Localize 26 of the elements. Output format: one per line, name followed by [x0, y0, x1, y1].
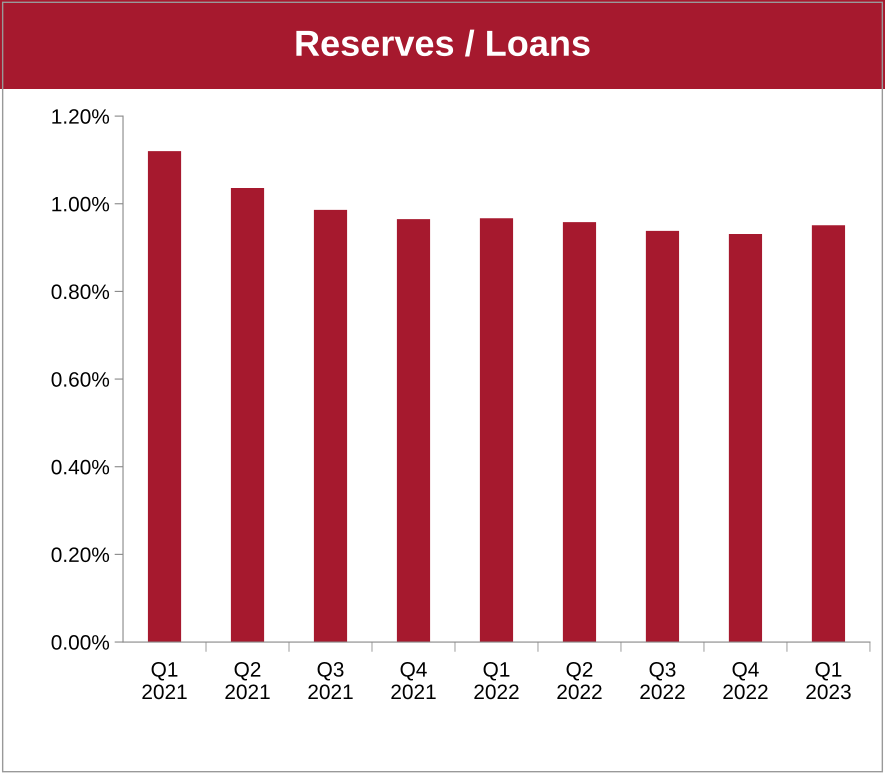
- y-tick-label: 0.80%: [52, 284, 110, 300]
- bar: [646, 230, 680, 642]
- bar: [314, 210, 348, 642]
- y-tick-label: 0.20%: [52, 547, 110, 562]
- x-tick-label: Q1 2021: [142, 662, 187, 700]
- x-tick-label: Q2 2022: [557, 662, 602, 700]
- y-tick-label: 0.00%: [52, 635, 110, 650]
- x-tick-label: Q3 2021: [308, 662, 353, 700]
- bar: [562, 222, 596, 642]
- x-tick-label: Q1 2022: [474, 662, 519, 700]
- chart-title: Reserves / Loans: [296, 30, 590, 56]
- x-tick-label: Q3 2022: [640, 662, 685, 700]
- x-tick-label: Q2 2021: [225, 662, 270, 700]
- bar: [148, 151, 182, 642]
- x-tick-label: Q1 2023: [806, 662, 851, 700]
- x-tick-label: Q4 2022: [723, 662, 768, 700]
- y-tick-label: 1.20%: [52, 109, 110, 124]
- x-tick-label: Q4 2021: [391, 662, 436, 700]
- bar: [230, 188, 264, 642]
- bar: [480, 218, 514, 642]
- bar: [812, 225, 846, 642]
- y-tick-label: 1.00%: [52, 196, 110, 212]
- y-tick-label: 0.40%: [52, 460, 110, 474]
- bar: [728, 234, 762, 642]
- bar: [396, 219, 430, 642]
- y-tick-label: 0.60%: [52, 372, 110, 387]
